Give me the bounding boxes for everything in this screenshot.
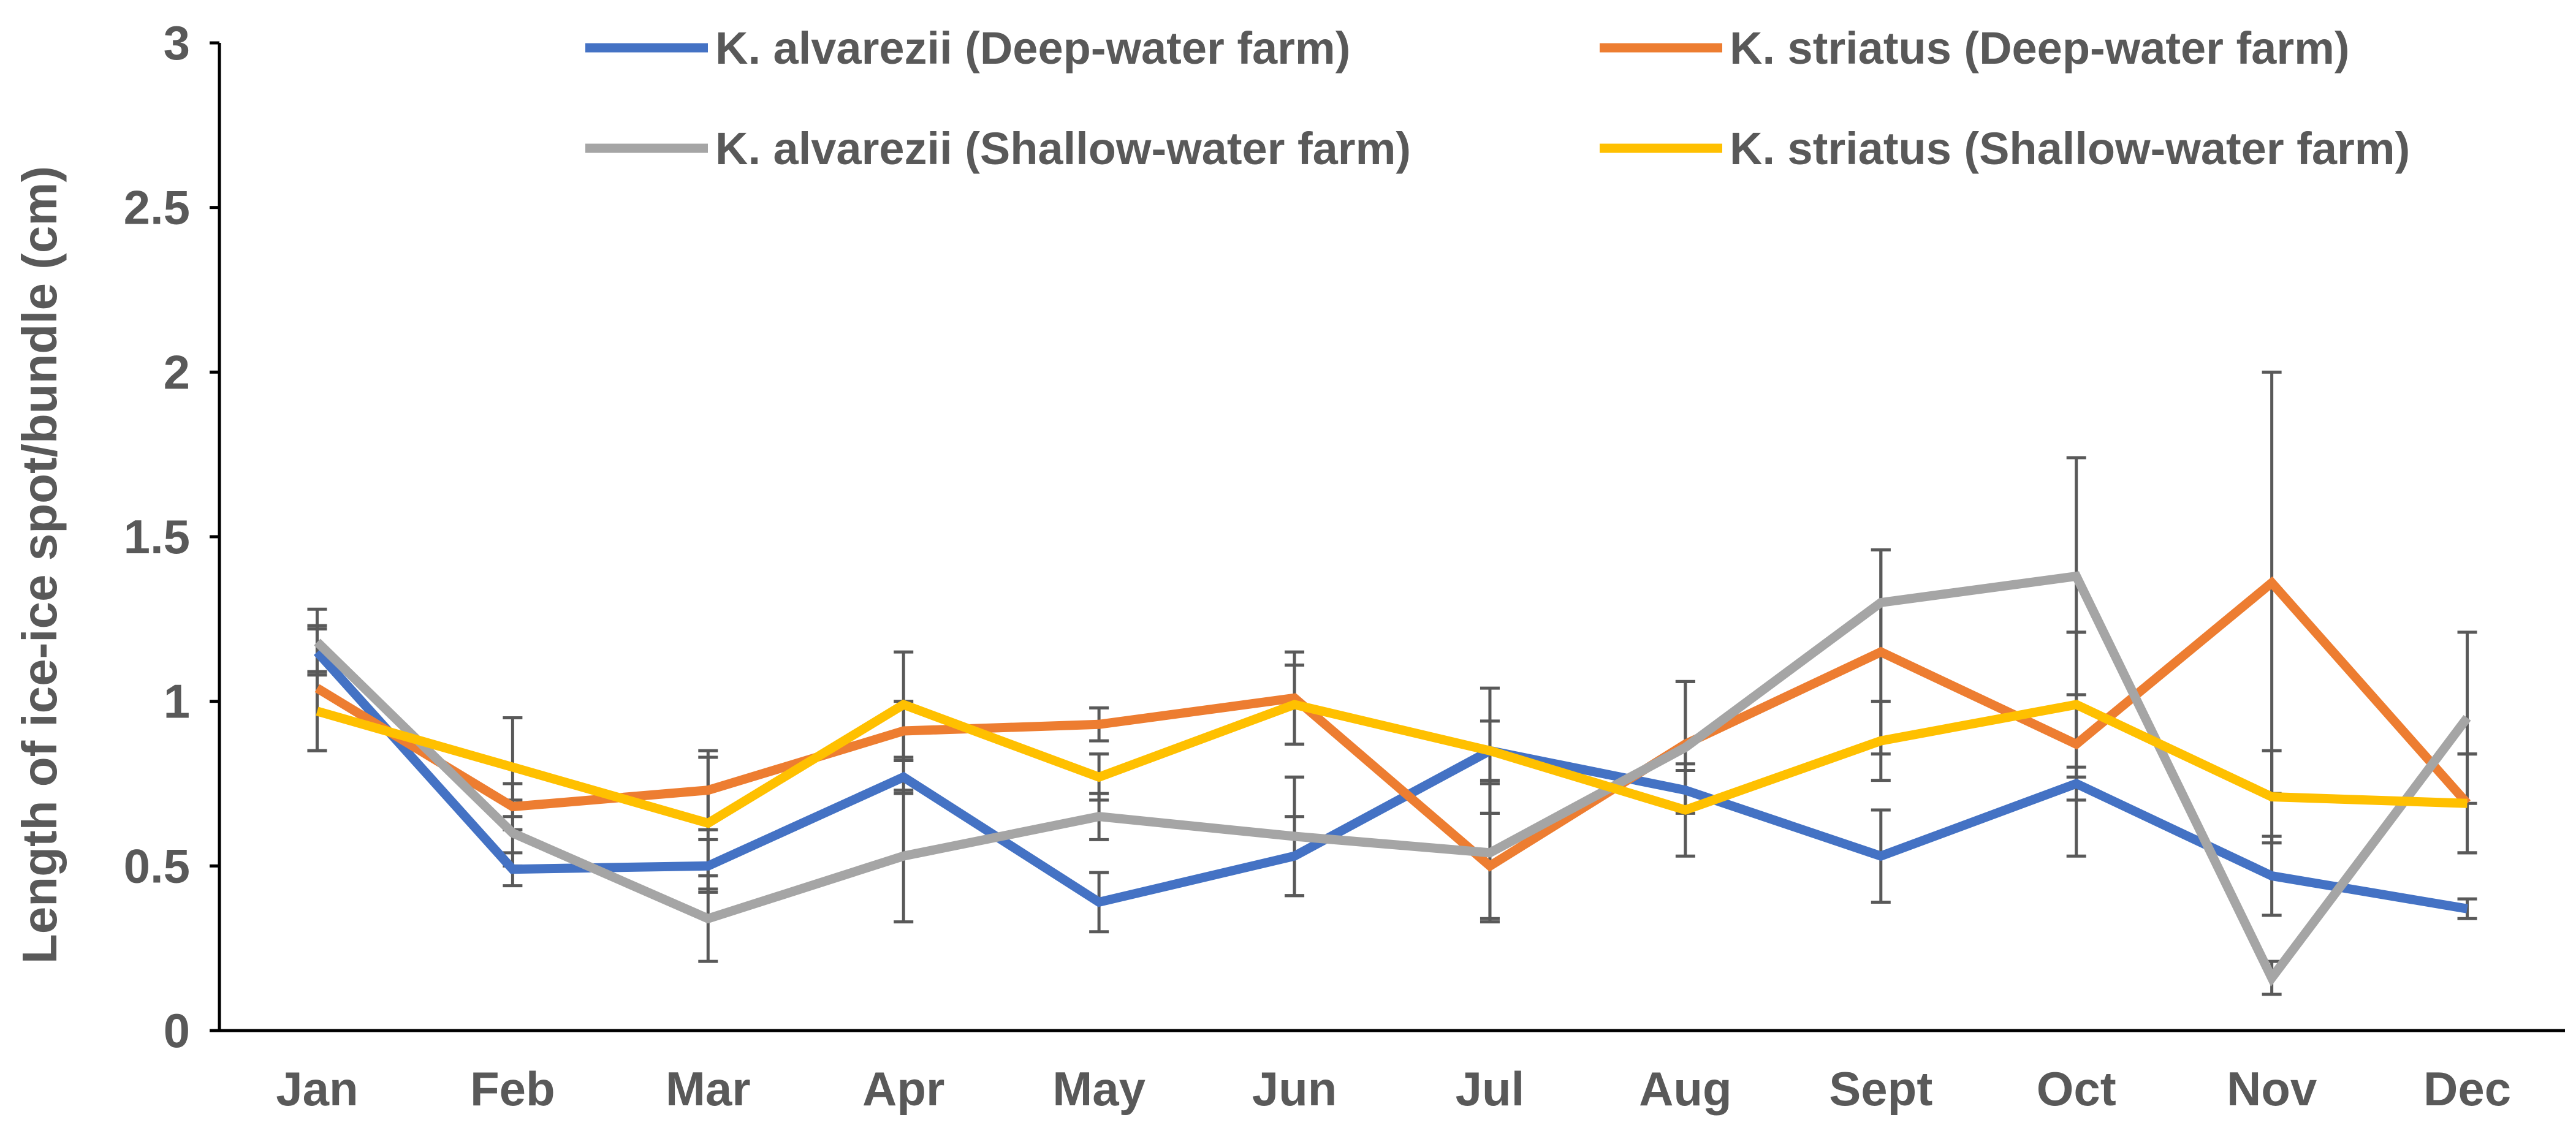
x-tick-label: Jun: [1252, 1062, 1337, 1116]
series-line: [316, 699, 2468, 828]
x-axis-ticks: Jan Feb Mar Apr May Jun Jul Aug Sept Oct Nov Dec: [276, 1062, 2511, 1116]
y-tick-label: 1.5: [124, 510, 190, 564]
y-axis-title: Length of ice-ice spot/bundle (cm): [12, 166, 67, 964]
y-tick-label: 2: [164, 345, 190, 399]
legend: K. alvarezii (Deep-water farm) K. striatu…: [585, 23, 2410, 174]
x-tick-label: Nov: [2227, 1062, 2317, 1116]
legend-label: K. alvarezii (Shallow-water farm): [715, 123, 1411, 174]
legend-label: K. alvarezii (Deep-water farm): [715, 23, 1350, 74]
legend-label: K. striatus (Shallow-water farm): [1730, 123, 2410, 174]
x-tick-label: Dec: [2423, 1062, 2511, 1116]
x-tick-label: Mar: [666, 1062, 751, 1116]
x-tick-label: Aug: [1639, 1062, 1732, 1116]
x-tick-label: May: [1052, 1062, 1146, 1116]
error-bar: [2457, 897, 2477, 920]
series-line: [313, 649, 2468, 914]
y-tick-label: 0: [164, 1004, 190, 1058]
y-axis-ticks: 0 0.5 1 1.5 2 2.5 3: [124, 16, 219, 1058]
x-tick-label: Jan: [276, 1062, 358, 1116]
legend-item: K. alvarezii (Shallow-water farm): [585, 123, 1411, 174]
legend-item: K. striatus (Shallow-water farm): [1600, 123, 2410, 174]
y-tick-label: 0.5: [124, 839, 190, 893]
series-lines: [313, 571, 2471, 987]
legend-item: K. striatus (Deep-water farm): [1600, 23, 2350, 74]
error-bar: [2457, 752, 2477, 855]
y-tick-label: 1: [164, 675, 190, 728]
series-line: [314, 571, 2471, 987]
legend-label: K. striatus (Deep-water farm): [1730, 23, 2350, 74]
x-tick-label: Sept: [1829, 1062, 1932, 1116]
y-tick-label: 3: [164, 16, 190, 70]
y-tick-label: 2.5: [124, 181, 190, 235]
legend-item: K. alvarezii (Deep-water farm): [585, 23, 1350, 74]
axes: [210, 43, 2565, 1032]
error-bar: [307, 670, 327, 752]
x-tick-label: Oct: [2037, 1062, 2116, 1116]
x-tick-label: Feb: [470, 1062, 555, 1116]
x-tick-label: Apr: [862, 1062, 944, 1116]
x-tick-label: Jul: [1456, 1062, 1525, 1116]
